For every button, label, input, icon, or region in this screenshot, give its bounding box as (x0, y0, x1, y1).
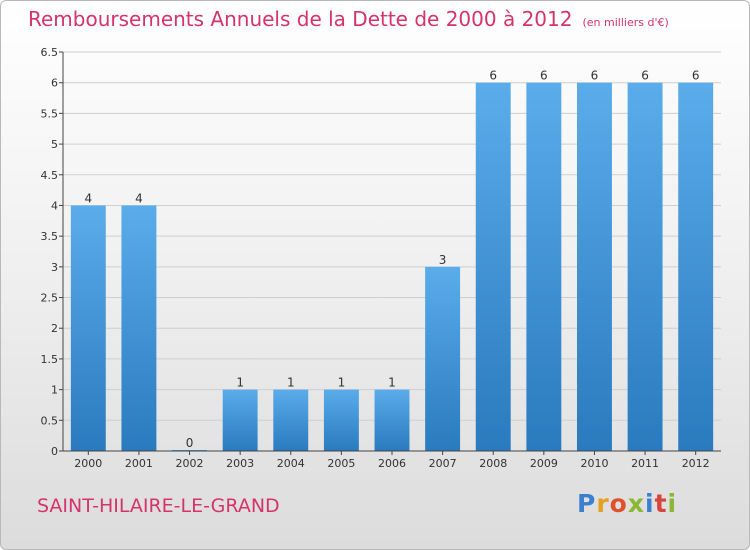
y-tick-label: 3.5 (41, 230, 59, 243)
data-label: 0 (186, 436, 194, 450)
y-tick-label: 6.5 (41, 46, 59, 59)
data-label: 1 (287, 376, 295, 390)
data-label: 3 (439, 253, 447, 267)
chart-title: Remboursements Annuels de la Dette de 20… (28, 7, 573, 31)
y-tick-label: 3 (51, 261, 58, 274)
bar (475, 82, 511, 451)
bar (121, 205, 157, 451)
bar (222, 389, 258, 451)
x-tick-label: 2001 (125, 457, 153, 470)
y-tick-label: 2.5 (41, 292, 59, 305)
logo-letter: x (627, 489, 645, 518)
logo-letter: i (645, 489, 655, 518)
y-tick-label: 5.5 (41, 107, 59, 120)
x-tick-label: 2004 (277, 457, 305, 470)
chart-subtitle: (en milliers d'€) (582, 16, 669, 29)
data-label: 6 (641, 69, 649, 83)
bar (627, 82, 663, 451)
bar-chart: 4 4 0 1 1 1 1 3 6 6 6 6 6 0 0.5 1 1.5 2 2.5 3 3.5 4 4.5 5 5.5 6 6… (41, 46, 721, 470)
bar (70, 205, 106, 451)
y-tick-label: 4.5 (41, 169, 59, 182)
data-label: 1 (338, 376, 346, 390)
data-label: 6 (540, 69, 548, 83)
x-tick-label: 2012 (682, 457, 710, 470)
data-label: 6 (489, 69, 497, 83)
axis-layer: 0 0.5 1 1.5 2 2.5 3 3.5 4 4.5 5 5.5 6 6.5 2000 2001 2002… (41, 46, 721, 470)
x-tick-label: 2010 (580, 457, 608, 470)
bar (425, 266, 461, 451)
data-label: 6 (692, 69, 700, 83)
logo-letter: P (577, 489, 597, 518)
data-label: 1 (236, 376, 244, 390)
logo-letter: t (654, 489, 668, 518)
x-tick-label: 2002 (176, 457, 204, 470)
y-tick-label: 2 (51, 322, 58, 335)
x-tick-label: 2008 (479, 457, 507, 470)
y-tick-label: 6 (51, 77, 58, 90)
logo-letter: r (596, 489, 610, 518)
y-tick-label: 1.5 (41, 353, 59, 366)
y-tick-label: 1 (51, 384, 58, 397)
data-label: 4 (135, 191, 143, 205)
y-tick-label: 0 (51, 445, 58, 458)
x-tick-label: 2005 (327, 457, 355, 470)
commune-name: SAINT-HILAIRE-LE-GRAND (37, 495, 280, 517)
logo-letter: i (667, 489, 678, 518)
bar (273, 389, 309, 451)
x-tick-label: 2007 (429, 457, 457, 470)
data-label: 6 (591, 69, 599, 83)
y-tick-label: 0.5 (41, 414, 59, 427)
x-tick-label: 2006 (378, 457, 406, 470)
bar (526, 82, 562, 451)
data-label: 1 (388, 376, 396, 390)
title-row: Remboursements Annuels de la Dette de 20… (28, 7, 669, 31)
bar (374, 389, 410, 451)
bar (323, 389, 359, 451)
x-tick-label: 2009 (530, 457, 558, 470)
y-tick-label: 5 (51, 138, 58, 151)
data-label: 4 (84, 191, 92, 205)
y-tick-label: 4 (51, 199, 58, 212)
x-tick-label: 2003 (226, 457, 254, 470)
bar (576, 82, 612, 451)
proxiti-logo: Proxiti (577, 489, 677, 518)
bars-layer: 4 4 0 1 1 1 1 3 6 6 6 6 6 (70, 69, 714, 451)
x-tick-label: 2011 (631, 457, 659, 470)
x-tick-label: 2000 (74, 457, 102, 470)
bar (678, 82, 714, 451)
logo-letter: o (609, 489, 628, 518)
